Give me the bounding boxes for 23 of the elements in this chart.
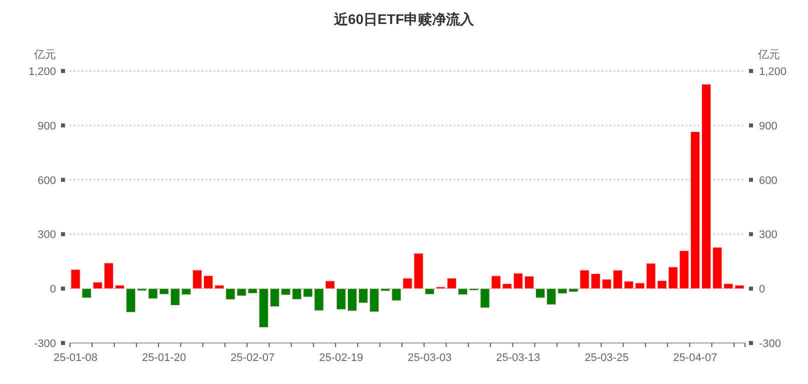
y-tick-label: 300 xyxy=(38,229,56,242)
y2-tick-label: 0 xyxy=(759,284,766,296)
x-tick-label: 25-04-07 xyxy=(673,352,718,364)
y2-tick-label: 900 xyxy=(759,120,778,132)
y-tick-label: 900 xyxy=(38,120,56,132)
y-tick-label: 0 xyxy=(50,284,56,296)
y-tick-label: -300 xyxy=(34,338,56,350)
y2-tick-label: 300 xyxy=(759,229,778,242)
y2-tick-label: -300 xyxy=(759,338,782,350)
x-tick-label: 25-01-08 xyxy=(54,352,98,364)
x-tick-label: 25-03-13 xyxy=(496,352,540,364)
x-tick-label: 25-01-20 xyxy=(142,352,186,364)
y2-tick-label: 1,200 xyxy=(759,66,787,78)
x-tick-label: 25-02-07 xyxy=(230,352,275,364)
y-axis-title: 亿元 xyxy=(33,49,56,61)
y-tick-label: 600 xyxy=(38,174,56,187)
y2-axis-title: 亿元 xyxy=(757,49,780,61)
x-tick-label: 25-02-19 xyxy=(319,352,364,364)
chart-title: 近60日ETF申赎净流入 xyxy=(332,11,476,27)
x-tick-label: 25-03-25 xyxy=(584,352,629,364)
y2-tick-label: 600 xyxy=(759,174,778,187)
y-tick-label: 1,200 xyxy=(28,66,56,78)
x-tick-label: 25-03-03 xyxy=(408,352,452,364)
